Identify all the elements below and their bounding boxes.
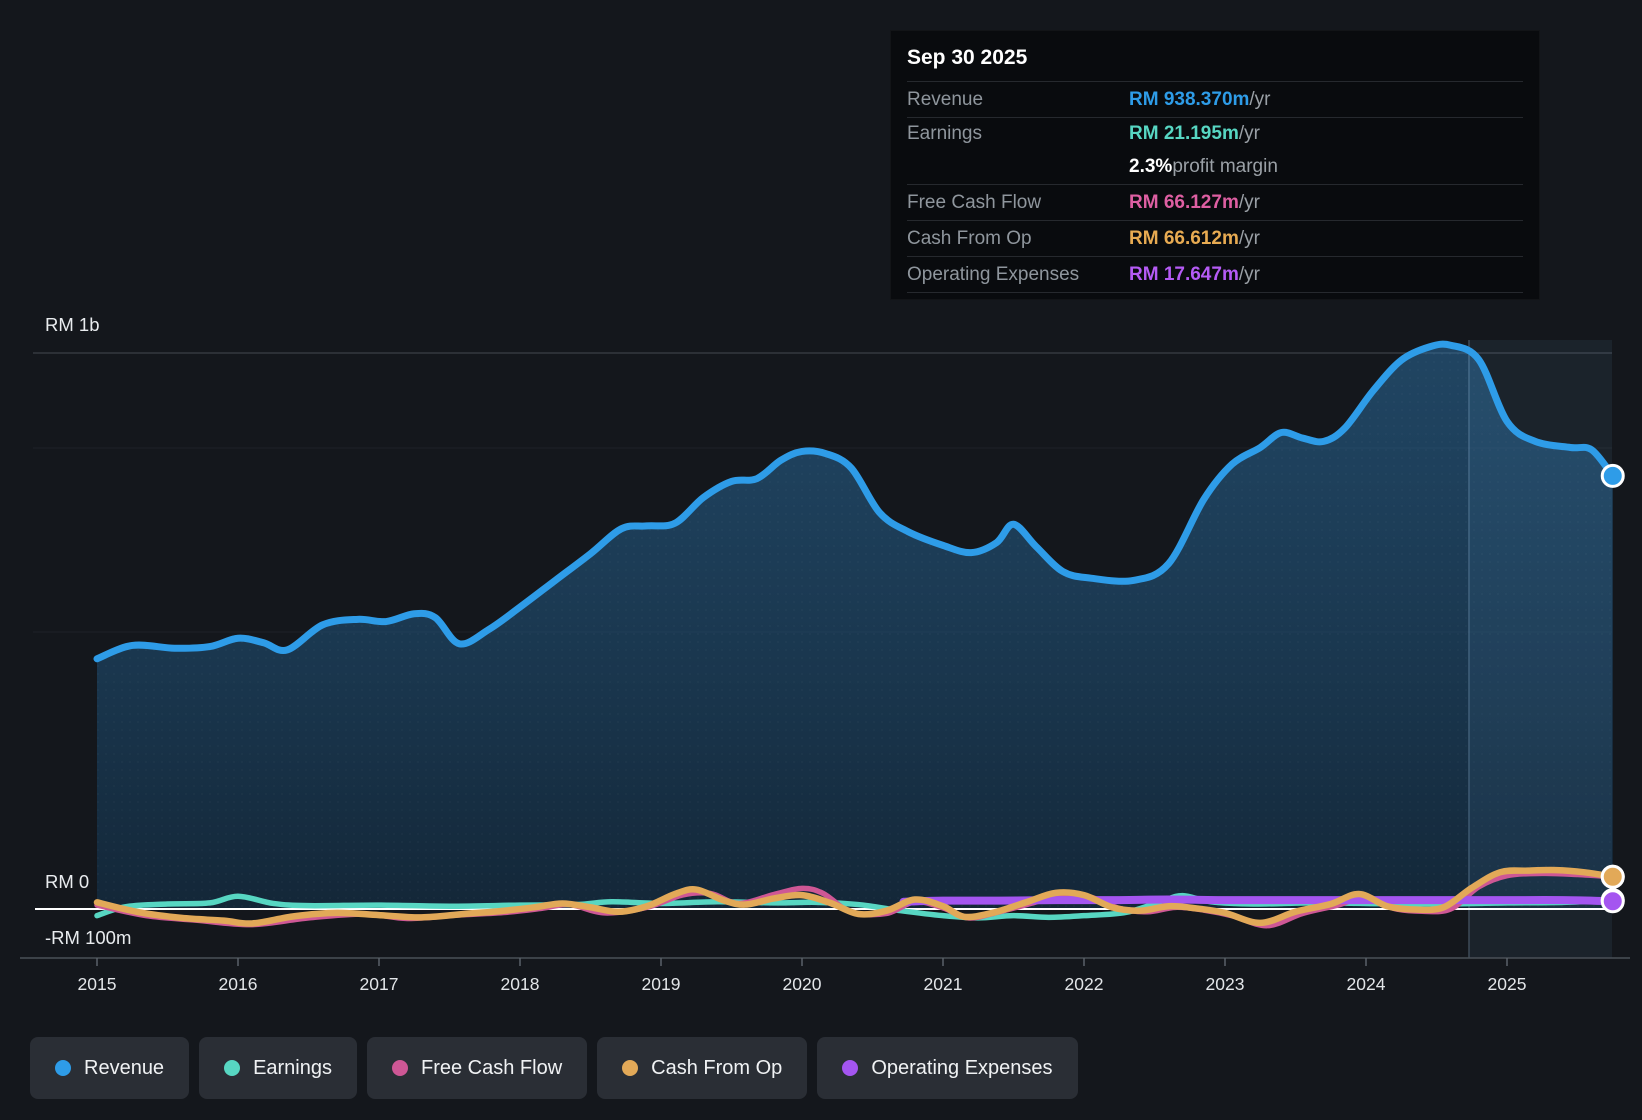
legend-item-label: Earnings [253,1056,332,1079]
legend-item-earnings[interactable]: Earnings [199,1037,357,1099]
x-axis-year-label: 2016 [219,974,258,994]
tooltip-row-value: RM 17.647m [1129,263,1239,285]
tooltip-row-value: RM 21.195m [1129,122,1239,144]
profit-margin-value: 2.3% [1129,155,1173,177]
operating_expenses-legend-dot-icon [842,1060,859,1076]
tooltip-row-label: Free Cash Flow [907,191,1042,213]
legend-item-label: Cash From Op [651,1056,783,1079]
profit-margin-label: profit margin [1172,155,1278,177]
tooltip-row-label: Earnings [907,122,982,144]
x-axis-year-label: 2017 [360,974,399,994]
free_cash_flow-legend-dot-icon [392,1060,408,1076]
x-axis-year-label: 2024 [1347,974,1386,994]
x-axis-year-label: 2020 [783,974,822,994]
cash_from_op-legend-dot-icon [622,1060,639,1076]
tooltip-row-unit: /yr [1238,191,1260,213]
tooltip-row-free_cash_flow: Free Cash Flow RM 66.127m /yr [907,185,1523,221]
legend-item-operating_expenses[interactable]: Operating Expenses [817,1037,1078,1099]
revenue-line [93,340,1617,663]
legend-item-label: Free Cash Flow [421,1056,563,1079]
tooltip-row-unit: /yr [1238,263,1260,285]
y-axis-label: -RM 100m [45,927,131,948]
tooltip-row-label: Operating Expenses [907,263,1080,285]
revenue-endpoint-marker [1600,463,1625,488]
tooltip-row-value: RM 938.370m [1129,88,1250,110]
x-axis-year-label: 2015 [78,974,117,994]
operating_expenses-line [899,895,1617,906]
earnings-legend-dot-icon [224,1060,241,1076]
tooltip-row-operating_expenses: Operating Expenses RM 17.647m /yr [907,257,1523,293]
tooltip-row-revenue: Revenue RM 938.370m /yr [907,82,1523,118]
tooltip-row-cash_from_op: Cash From Op RM 66.612m /yr [907,221,1523,257]
tooltip-row-value: RM 66.127m [1129,191,1239,213]
legend-item-revenue[interactable]: Revenue [30,1037,190,1099]
tooltip-row-value: RM 66.612m [1129,227,1239,249]
legend-item-label: Revenue [84,1056,165,1079]
x-axis-year-label: 2025 [1488,974,1527,994]
area-texture [97,344,1612,909]
tooltip-row-unit: /yr [1238,227,1260,249]
tooltip-row-label: Cash From Op [907,227,1032,249]
x-axis-year-label: 2022 [1065,974,1104,994]
x-axis-year-label: 2021 [924,974,963,994]
tooltip-profit-margin-row: 2.3% profit margin [907,149,1523,185]
tooltip-row-unit: /yr [1249,88,1271,110]
chart-legend: Revenue Earnings Free Cash Flow Cash From O… [30,1037,1078,1099]
legend-item-label: Operating Expenses [871,1056,1053,1079]
cash_from_op-line [93,866,1616,927]
y-axis-label: RM 0 [45,871,89,892]
x-axis-year-label: 2023 [1206,974,1245,994]
chart-tooltip-panel: Sep 30 2025 Revenue RM 938.370m /yr Earnin… [890,30,1540,300]
y-axis-label: RM 1b [45,314,100,335]
x-axis-year-label: 2019 [642,974,681,994]
cash_from_op-endpoint-marker [1600,864,1625,889]
legend-item-cash_from_op[interactable]: Cash From Op [597,1037,808,1099]
ltm-highlight-band [1468,340,1612,958]
legend-item-free_cash_flow[interactable]: Free Cash Flow [367,1037,588,1099]
tooltip-row-label: Revenue [907,88,984,110]
x-axis-year-label: 2018 [501,974,540,994]
tooltip-rows: Revenue RM 938.370m /yr Earnings RM 21.195m… [907,82,1523,293]
revenue-legend-dot-icon [55,1060,71,1076]
operating_expenses-endpoint-marker [1600,889,1625,914]
tooltip-row-earnings: Earnings RM 21.195m /yr [907,118,1523,149]
tooltip-row-unit: /yr [1238,122,1260,144]
tooltip-date: Sep 30 2025 [907,31,1523,82]
